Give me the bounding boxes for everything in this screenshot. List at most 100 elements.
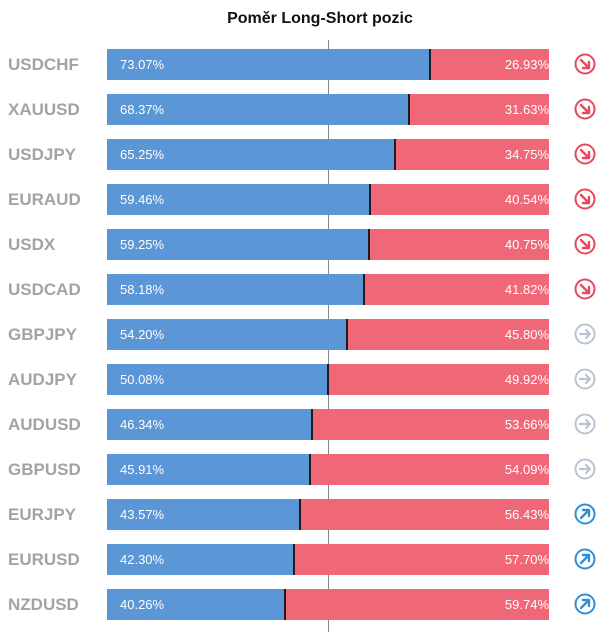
short-percent-label: 54.09%	[504, 462, 549, 477]
ratio-divider	[363, 274, 365, 305]
ratio-divider	[429, 49, 431, 80]
short-bar	[312, 409, 549, 440]
long-bar	[107, 274, 364, 305]
short-bar	[395, 139, 549, 170]
ratio-row: EURAUD 59.46% 40.54%	[0, 184, 616, 215]
arrow-up-right-icon[interactable]	[574, 593, 596, 615]
short-percent-label: 40.75%	[504, 237, 549, 252]
long-percent-label: 58.18%	[120, 282, 165, 297]
short-bar	[294, 544, 549, 575]
symbol-label: EURAUD	[8, 190, 81, 209]
short-percent-label: 45.80%	[504, 327, 549, 342]
short-percent-label: 57.70%	[504, 552, 549, 567]
ratio-row: EURUSD 42.30% 57.70%	[0, 544, 616, 575]
ratio-divider	[311, 409, 313, 440]
long-percent-label: 59.25%	[120, 237, 165, 252]
long-percent-label: 50.08%	[120, 372, 165, 387]
long-percent-label: 46.34%	[120, 417, 165, 432]
long-bar	[107, 544, 294, 575]
short-percent-label: 34.75%	[504, 147, 549, 162]
arrow-up-right-icon[interactable]	[574, 548, 596, 570]
ratio-divider	[284, 589, 286, 620]
arrow-down-right-icon[interactable]	[574, 98, 596, 120]
arrow-right-icon[interactable]	[574, 458, 596, 480]
long-percent-label: 45.91%	[120, 462, 165, 477]
short-bar	[369, 229, 549, 260]
short-bar	[370, 184, 549, 215]
short-bar	[409, 94, 549, 125]
ratio-row: AUDUSD 46.34% 53.66%	[0, 409, 616, 440]
short-bar	[347, 319, 549, 350]
short-bar	[364, 274, 549, 305]
arrow-down-right-icon[interactable]	[574, 143, 596, 165]
symbol-label: GBPUSD	[8, 460, 81, 479]
arrow-right-icon[interactable]	[574, 323, 596, 345]
long-percent-label: 43.57%	[120, 507, 165, 522]
short-bar	[430, 49, 549, 80]
arrow-down-right-icon[interactable]	[574, 233, 596, 255]
ratio-row: USDCHF 73.07% 26.93%	[0, 49, 616, 80]
arrow-right-icon[interactable]	[574, 413, 596, 435]
ratio-divider	[369, 184, 371, 215]
ratio-row: GBPJPY 54.20% 45.80%	[0, 319, 616, 350]
long-percent-label: 68.37%	[120, 102, 165, 117]
symbol-label: AUDJPY	[8, 370, 77, 389]
symbol-label: EURUSD	[8, 550, 80, 569]
long-bar	[107, 229, 369, 260]
ratio-divider	[293, 544, 295, 575]
long-percent-label: 54.20%	[120, 327, 165, 342]
ratio-divider	[368, 229, 370, 260]
ratio-row: GBPUSD 45.91% 54.09%	[0, 454, 616, 485]
long-bar	[107, 184, 370, 215]
short-bar	[328, 364, 549, 395]
short-percent-label: 49.92%	[504, 372, 549, 387]
ratio-row: AUDJPY 50.08% 49.92%	[0, 364, 616, 395]
symbol-label: NZDUSD	[8, 595, 79, 614]
long-bar	[107, 49, 430, 80]
short-percent-label: 31.63%	[504, 102, 549, 117]
arrow-down-right-icon[interactable]	[574, 53, 596, 75]
ratio-row: NZDUSD 40.26% 59.74%	[0, 589, 616, 620]
symbol-label: USDJPY	[8, 145, 77, 164]
ratio-row: USDX 59.25% 40.75%	[0, 229, 616, 260]
long-percent-label: 65.25%	[120, 147, 165, 162]
symbol-label: GBPJPY	[8, 325, 77, 344]
short-bar	[310, 454, 549, 485]
arrow-down-right-icon[interactable]	[574, 188, 596, 210]
symbol-label: USDCAD	[8, 280, 81, 299]
short-percent-label: 56.43%	[504, 507, 549, 522]
short-percent-label: 40.54%	[504, 192, 549, 207]
long-bar	[107, 364, 328, 395]
ratio-divider	[394, 139, 396, 170]
short-bar	[285, 589, 549, 620]
symbol-label: USDCHF	[8, 55, 79, 74]
short-percent-label: 59.74%	[504, 597, 549, 612]
ratio-divider	[408, 94, 410, 125]
long-bar	[107, 319, 347, 350]
symbol-label: USDX	[8, 235, 56, 254]
long-percent-label: 73.07%	[120, 57, 165, 72]
long-bar	[107, 589, 285, 620]
arrow-up-right-icon[interactable]	[574, 503, 596, 525]
long-bar	[107, 139, 395, 170]
long-bar	[107, 499, 300, 530]
ratio-row: USDJPY 65.25% 34.75%	[0, 139, 616, 170]
ratio-divider	[309, 454, 311, 485]
arrow-right-icon[interactable]	[574, 368, 596, 390]
short-percent-label: 41.82%	[504, 282, 549, 297]
ratio-row: EURJPY 43.57% 56.43%	[0, 499, 616, 530]
symbol-label: AUDUSD	[8, 415, 81, 434]
long-percent-label: 40.26%	[120, 597, 165, 612]
short-percent-label: 26.93%	[504, 57, 549, 72]
ratio-row: USDCAD 58.18% 41.82%	[0, 274, 616, 305]
long-percent-label: 42.30%	[120, 552, 165, 567]
long-bar	[107, 409, 312, 440]
symbol-label: XAUUSD	[8, 100, 80, 119]
short-bar	[300, 499, 549, 530]
chart-title: Poměr Long-Short pozic	[227, 10, 413, 27]
symbol-label: EURJPY	[8, 505, 77, 524]
arrow-down-right-icon[interactable]	[574, 278, 596, 300]
ratio-row: XAUUSD 68.37% 31.63%	[0, 94, 616, 125]
ratio-divider	[299, 499, 301, 530]
ratio-divider	[346, 319, 348, 350]
